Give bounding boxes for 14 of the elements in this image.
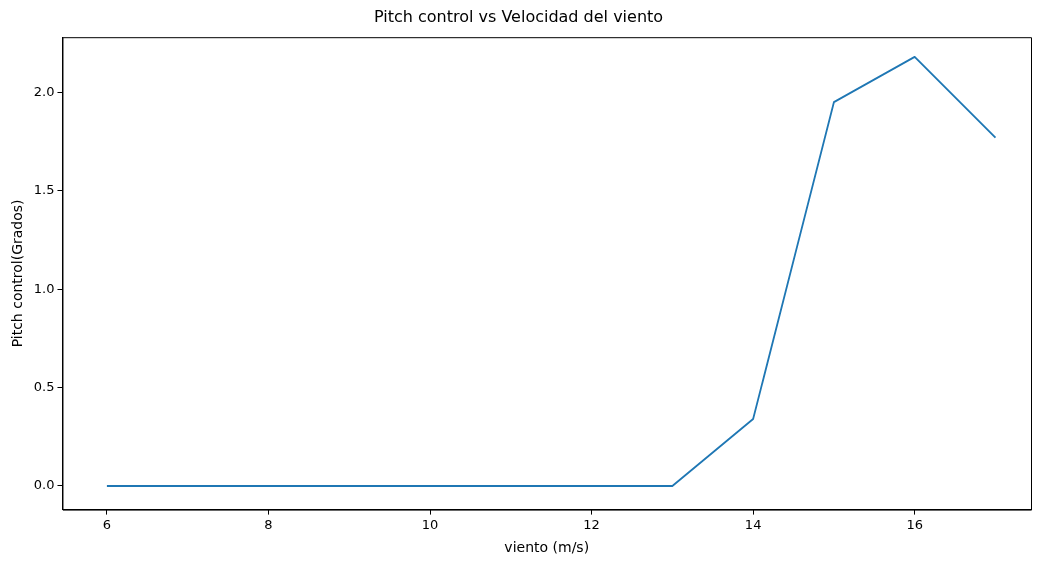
x-tick-label: 16 (906, 516, 923, 532)
chart-title: Pitch control vs Velocidad del viento (373, 6, 664, 26)
x-tick-label: 10 (421, 516, 439, 532)
x-tick-label: 14 (744, 516, 762, 532)
x-tick-label: 6 (102, 516, 112, 532)
y-tick-label: 0.5 (33, 378, 55, 394)
y-tick-label: 2.0 (33, 83, 55, 99)
x-tick-label: 12 (583, 516, 600, 532)
y-tick-label: 0.0 (33, 477, 55, 493)
y-tick-label: 1.5 (33, 182, 55, 198)
y-axis-title: Pitch control(Grados) (9, 199, 26, 348)
x-axis-title: viento (m/s) (504, 539, 590, 556)
x-tick-label: 8 (264, 516, 273, 532)
y-tick-label: 1.0 (33, 280, 55, 296)
